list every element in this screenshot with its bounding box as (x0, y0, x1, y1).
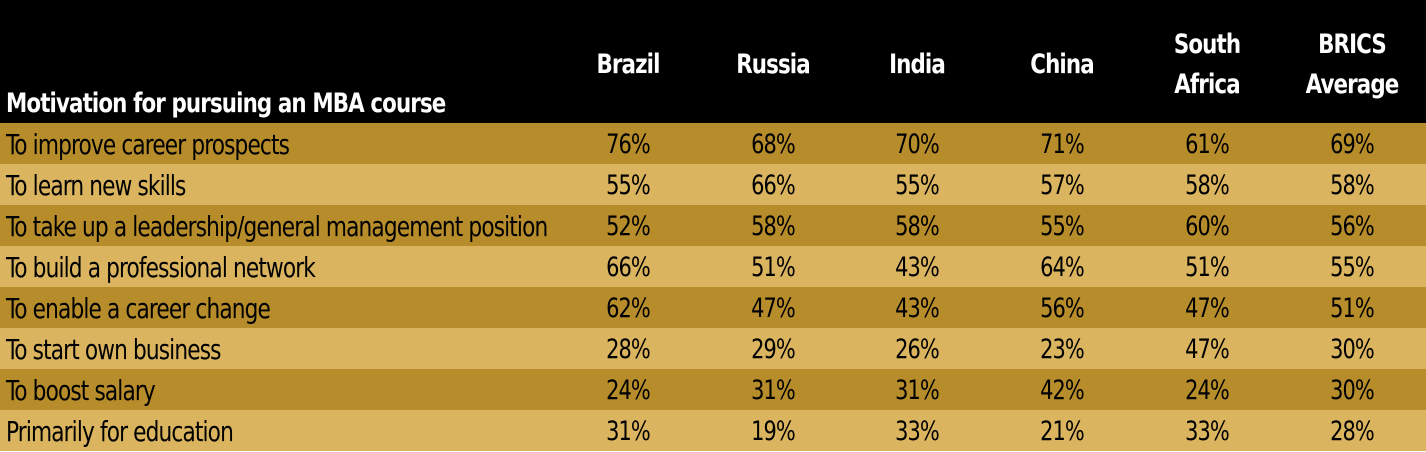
cell-south-africa: 33% (1185, 416, 1230, 447)
cell-india: 26% (895, 334, 940, 365)
table-row: To improve career prospects 76% 68% 70% 71% 6… (0, 123, 1426, 164)
table-row: To learn new skills 55% 66% 55% 57% 58% 58% (0, 164, 1426, 205)
cell-china: 64% (1040, 252, 1085, 283)
cell-brics-average: 30% (1330, 334, 1375, 365)
column-header-brics-average: BRICS Average (1305, 29, 1400, 100)
table-row: To take up a leadership/general manageme… (0, 205, 1426, 246)
cell-brics-average: 55% (1330, 252, 1375, 283)
cell-south-africa: 47% (1185, 293, 1230, 324)
cell-brics-average: 69% (1330, 129, 1375, 160)
table-row: To boost salary 24% 31% 31% 42% 24% 30% (0, 369, 1426, 410)
cell-south-africa: 61% (1185, 129, 1230, 160)
row-label: Primarily for education (6, 415, 234, 448)
cell-russia: 68% (751, 129, 796, 160)
cell-brazil: 76% (606, 129, 651, 160)
cell-india: 58% (895, 211, 940, 242)
cell-india: 55% (895, 170, 940, 201)
column-header-brazil: Brazil (596, 49, 660, 80)
cell-russia: 29% (751, 334, 796, 365)
cell-india: 43% (895, 252, 940, 283)
cell-russia: 47% (751, 293, 796, 324)
row-label: To learn new skills (6, 169, 186, 202)
cell-russia: 31% (751, 375, 796, 406)
table-header: Motivation for pursuing an MBA course Br… (0, 0, 1426, 123)
cell-south-africa: 47% (1185, 334, 1230, 365)
cell-china: 42% (1040, 375, 1085, 406)
cell-brics-average: 58% (1330, 170, 1375, 201)
column-header-china: China (1030, 49, 1094, 80)
cell-south-africa: 24% (1185, 375, 1230, 406)
cell-china: 57% (1040, 170, 1085, 201)
row-label: To build a professional network (6, 251, 316, 284)
column-header-russia: Russia (736, 49, 810, 80)
row-label: To boost salary (6, 374, 156, 407)
cell-india: 31% (895, 375, 940, 406)
cell-south-africa: 58% (1185, 170, 1230, 201)
cell-brazil: 52% (606, 211, 651, 242)
cell-russia: 58% (751, 211, 796, 242)
cell-russia: 51% (751, 252, 796, 283)
cell-brazil: 28% (606, 334, 651, 365)
cell-india: 70% (895, 129, 940, 160)
row-label: To improve career prospects (6, 128, 290, 161)
cell-india: 43% (895, 293, 940, 324)
cell-china: 23% (1040, 334, 1085, 365)
cell-russia: 19% (751, 416, 796, 447)
cell-south-africa: 60% (1185, 211, 1230, 242)
cell-russia: 66% (751, 170, 796, 201)
table-row: To build a professional network 66% 51% 43%… (0, 246, 1426, 287)
cell-china: 71% (1040, 129, 1085, 160)
cell-brics-average: 56% (1330, 211, 1375, 242)
row-label: To start own business (6, 333, 221, 366)
cell-china: 55% (1040, 211, 1085, 242)
cell-south-africa: 51% (1185, 252, 1230, 283)
cell-brazil: 66% (606, 252, 651, 283)
cell-china: 56% (1040, 293, 1085, 324)
cell-brics-average: 51% (1330, 293, 1375, 324)
cell-brazil: 55% (606, 170, 651, 201)
cell-brazil: 62% (606, 293, 651, 324)
cell-brics-average: 30% (1330, 375, 1375, 406)
table-row: Primarily for education 31% 19% 33% 21% 33% 28… (0, 410, 1426, 451)
cell-brics-average: 28% (1330, 416, 1375, 447)
column-header-south-africa: South Africa (1173, 29, 1241, 100)
table-row: To start own business 28% 29% 26% 23% 47% 30% (0, 328, 1426, 369)
row-label: To enable a career change (6, 292, 271, 325)
cell-china: 21% (1040, 416, 1085, 447)
row-label: To take up a leadership/general manageme… (6, 210, 548, 243)
cell-brazil: 24% (606, 375, 651, 406)
column-header-india: India (889, 49, 946, 80)
cell-brazil: 31% (606, 416, 651, 447)
cell-india: 33% (895, 416, 940, 447)
row-header-label: Motivation for pursuing an MBA course (6, 88, 446, 119)
table-row: To enable a career change 62% 47% 43% 56% 47%… (0, 287, 1426, 328)
